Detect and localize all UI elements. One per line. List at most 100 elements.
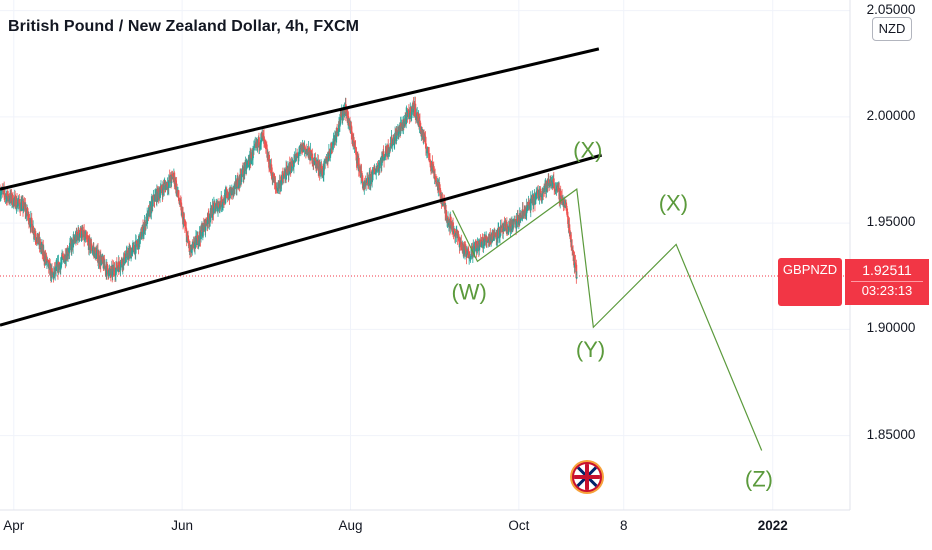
candle-body: [405, 113, 408, 125]
candle-body: [464, 247, 466, 255]
candle-body: [338, 121, 341, 125]
candle-body: [450, 225, 453, 230]
candle-body: [360, 170, 363, 176]
candle-body: [120, 259, 123, 265]
candle-body: [103, 258, 106, 267]
price-tick-label: 2.05000: [866, 1, 916, 17]
candle-body: [535, 193, 538, 197]
candle-body: [336, 127, 339, 132]
candle-body: [350, 131, 353, 140]
candle-body: [11, 194, 14, 206]
candle-body: [328, 151, 331, 154]
candle-body: [214, 208, 217, 212]
wave-projection-line: [452, 188, 763, 451]
candle-body: [159, 188, 162, 194]
candle-body: [573, 255, 576, 268]
candle-body: [61, 254, 64, 257]
candle-body: [491, 236, 494, 238]
candle-body: [5, 195, 8, 202]
candle-body: [73, 237, 75, 241]
candle-body: [180, 206, 183, 216]
candle-body: [292, 163, 294, 167]
candle-body: [575, 264, 578, 279]
candle-body: [230, 187, 233, 196]
candle-body: [68, 252, 70, 254]
candle-body: [135, 240, 138, 245]
candle-body: [466, 249, 469, 255]
candle-body: [293, 161, 295, 167]
candle-body: [512, 220, 515, 226]
candle-body: [283, 173, 286, 175]
candle-body: [186, 236, 189, 243]
candle-body: [494, 234, 497, 236]
currency-badge[interactable]: NZD: [872, 17, 912, 41]
candle-body: [193, 242, 196, 248]
candle-body: [520, 216, 523, 219]
price-tick-label: 2.00000: [866, 107, 916, 123]
candle-body: [395, 131, 398, 141]
candle-body: [97, 260, 100, 263]
candle-body: [536, 190, 539, 192]
candle-body: [356, 157, 359, 164]
candle-body: [481, 237, 484, 242]
candle-body: [118, 261, 121, 266]
candle-body: [164, 183, 167, 186]
candle-body: [22, 200, 24, 211]
wave-labels: (X) (W) (Y) (X) (Z): [451, 137, 773, 491]
candle-body: [430, 166, 433, 168]
candle-body: [108, 270, 110, 277]
candle-body: [419, 126, 422, 134]
candle-body: [204, 219, 207, 231]
candle-body: [86, 238, 89, 240]
candle-body: [543, 188, 546, 190]
candle-body: [528, 204, 531, 206]
candle-body: [566, 208, 569, 215]
candle-body: [382, 152, 385, 157]
candlestick-series: [0, 96, 578, 284]
candle-body: [359, 168, 362, 173]
candle-body: [394, 133, 397, 135]
candle-body: [142, 231, 145, 237]
candle-body: [496, 238, 499, 240]
candle-body: [181, 211, 184, 216]
candle-body: [261, 132, 264, 134]
candle-body: [207, 213, 209, 224]
candle-body: [260, 133, 263, 143]
candle-body: [144, 223, 147, 231]
candle-body: [492, 230, 494, 240]
candle-body: [442, 203, 444, 206]
candle-body: [113, 267, 116, 273]
candle-body: [383, 156, 386, 161]
candle-body: [13, 196, 16, 200]
candle-body: [294, 155, 297, 162]
candle-body: [569, 234, 572, 240]
candle-body: [380, 156, 383, 166]
candle-body: [91, 250, 94, 252]
candle-body: [425, 151, 428, 153]
candle-body: [397, 131, 400, 136]
candle-body: [511, 220, 514, 229]
candle-body: [235, 180, 238, 189]
candle-body: [313, 157, 316, 164]
candle-body: [538, 191, 541, 199]
candle-body: [42, 246, 45, 256]
candle-body: [407, 109, 410, 112]
candle-body: [125, 251, 128, 258]
candle-body: [286, 168, 289, 170]
candle-body: [473, 247, 476, 255]
candle-body: [419, 120, 421, 127]
candle-body: [117, 261, 120, 272]
candle-body: [535, 193, 538, 194]
candle-body: [480, 242, 483, 247]
candle-body: [459, 243, 461, 248]
candle-body: [540, 193, 543, 197]
candle-body: [215, 202, 218, 205]
candle-body: [62, 256, 65, 258]
candle-body: [536, 190, 539, 194]
candle-body: [532, 198, 535, 206]
candle-body: [94, 248, 97, 258]
candle-body: [91, 250, 93, 251]
candle-body: [243, 171, 246, 174]
candle-body: [333, 135, 336, 142]
